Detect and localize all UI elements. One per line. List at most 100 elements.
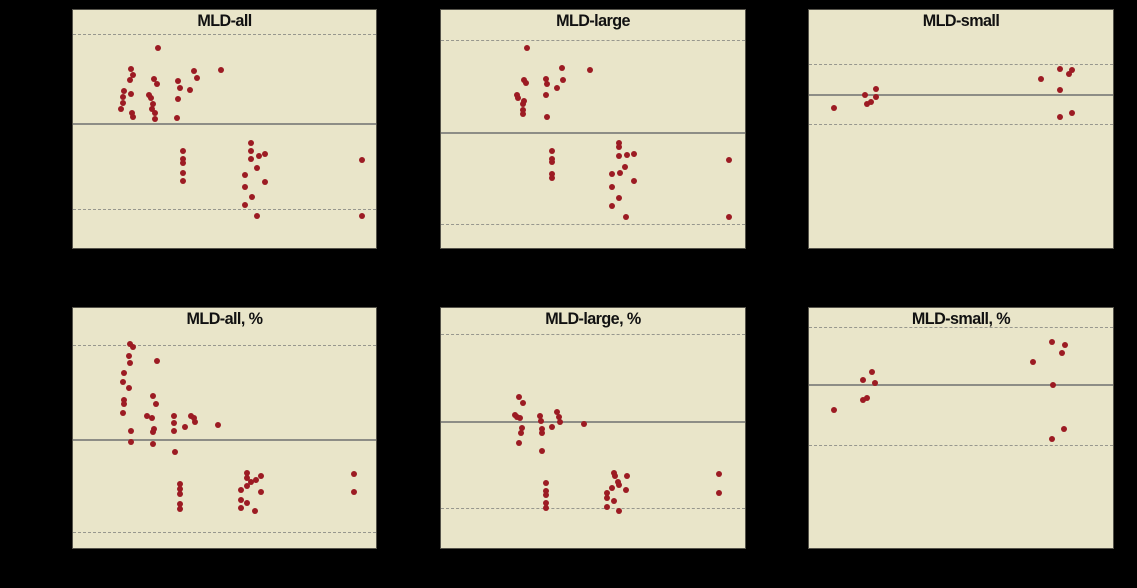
data-point <box>179 160 186 167</box>
data-point <box>553 85 560 92</box>
data-point <box>867 98 874 105</box>
data-point <box>150 426 157 433</box>
data-point <box>871 380 878 387</box>
data-point <box>243 499 250 506</box>
data-point <box>243 482 250 489</box>
data-point <box>179 155 186 162</box>
data-point <box>1057 65 1064 72</box>
data-point <box>1057 87 1064 94</box>
data-point <box>609 170 616 177</box>
data-point <box>251 508 258 515</box>
data-point <box>358 212 365 219</box>
panel-mld-large: MLD-large <box>440 9 746 249</box>
data-point <box>243 469 250 476</box>
data-point <box>1049 381 1056 388</box>
data-point <box>126 385 133 392</box>
data-point <box>872 86 879 93</box>
data-point <box>716 471 723 478</box>
data-point <box>520 98 527 105</box>
data-point <box>120 401 127 408</box>
mean-line <box>809 93 1113 96</box>
data-point <box>351 471 358 478</box>
data-point <box>127 427 134 434</box>
data-point <box>241 184 248 191</box>
data-point <box>608 183 615 190</box>
data-point <box>149 105 156 112</box>
data-point <box>1058 349 1065 356</box>
data-point <box>128 90 135 97</box>
data-point <box>177 485 184 492</box>
data-point <box>1068 109 1075 116</box>
mean-line <box>441 131 745 134</box>
data-point <box>873 93 880 100</box>
panel-title: MLD-small <box>922 11 1000 30</box>
data-point <box>119 99 126 106</box>
data-point <box>544 80 551 87</box>
data-point <box>261 178 268 185</box>
data-point <box>859 376 866 383</box>
data-point <box>516 440 523 447</box>
data-point <box>144 412 151 419</box>
data-point <box>154 358 161 365</box>
data-point <box>175 78 182 85</box>
data-point <box>726 213 733 220</box>
data-point <box>243 475 250 482</box>
data-point <box>1048 435 1055 442</box>
data-point <box>254 212 261 219</box>
data-point <box>604 490 611 497</box>
data-point <box>237 486 244 493</box>
data-point <box>152 109 159 116</box>
data-point <box>539 425 546 432</box>
upper-limit-line <box>441 333 745 335</box>
data-point <box>126 352 133 359</box>
data-point <box>129 344 136 351</box>
data-point <box>190 415 197 422</box>
data-point <box>539 448 546 455</box>
data-point <box>154 80 161 87</box>
data-point <box>869 368 876 375</box>
data-point <box>616 481 623 488</box>
panel-title: MLD-all <box>197 11 252 30</box>
data-point <box>237 496 244 503</box>
data-point <box>242 171 249 178</box>
lower-limit-line <box>73 532 376 534</box>
data-point <box>538 418 545 425</box>
data-point <box>150 75 157 82</box>
data-point <box>153 400 160 407</box>
data-point <box>171 427 178 434</box>
data-point <box>171 449 178 455</box>
data-point <box>516 393 523 400</box>
data-point <box>117 105 124 112</box>
data-point <box>610 469 617 476</box>
data-point <box>543 76 550 83</box>
data-point <box>610 498 617 505</box>
data-point <box>252 476 259 483</box>
data-point <box>726 156 733 163</box>
data-point <box>248 478 255 485</box>
data-point <box>631 178 638 185</box>
data-point <box>1060 426 1067 433</box>
data-point <box>148 94 155 101</box>
panel-title: MLD-large <box>556 11 630 30</box>
data-point <box>120 396 127 403</box>
data-point <box>171 420 178 427</box>
data-point <box>548 170 555 177</box>
data-point <box>177 491 184 498</box>
data-point <box>830 407 837 414</box>
data-point <box>262 150 269 157</box>
data-point <box>173 115 180 122</box>
data-point <box>171 413 178 420</box>
mean-line <box>809 384 1113 387</box>
data-point <box>616 144 623 151</box>
data-point <box>130 114 137 121</box>
data-point <box>130 71 137 78</box>
data-point <box>249 193 256 200</box>
data-point <box>176 84 183 91</box>
data-point <box>604 503 611 510</box>
data-point <box>150 429 157 436</box>
data-point <box>191 67 198 74</box>
data-point <box>179 148 186 155</box>
data-point <box>616 508 623 515</box>
data-point <box>177 500 184 507</box>
data-point <box>860 396 867 403</box>
